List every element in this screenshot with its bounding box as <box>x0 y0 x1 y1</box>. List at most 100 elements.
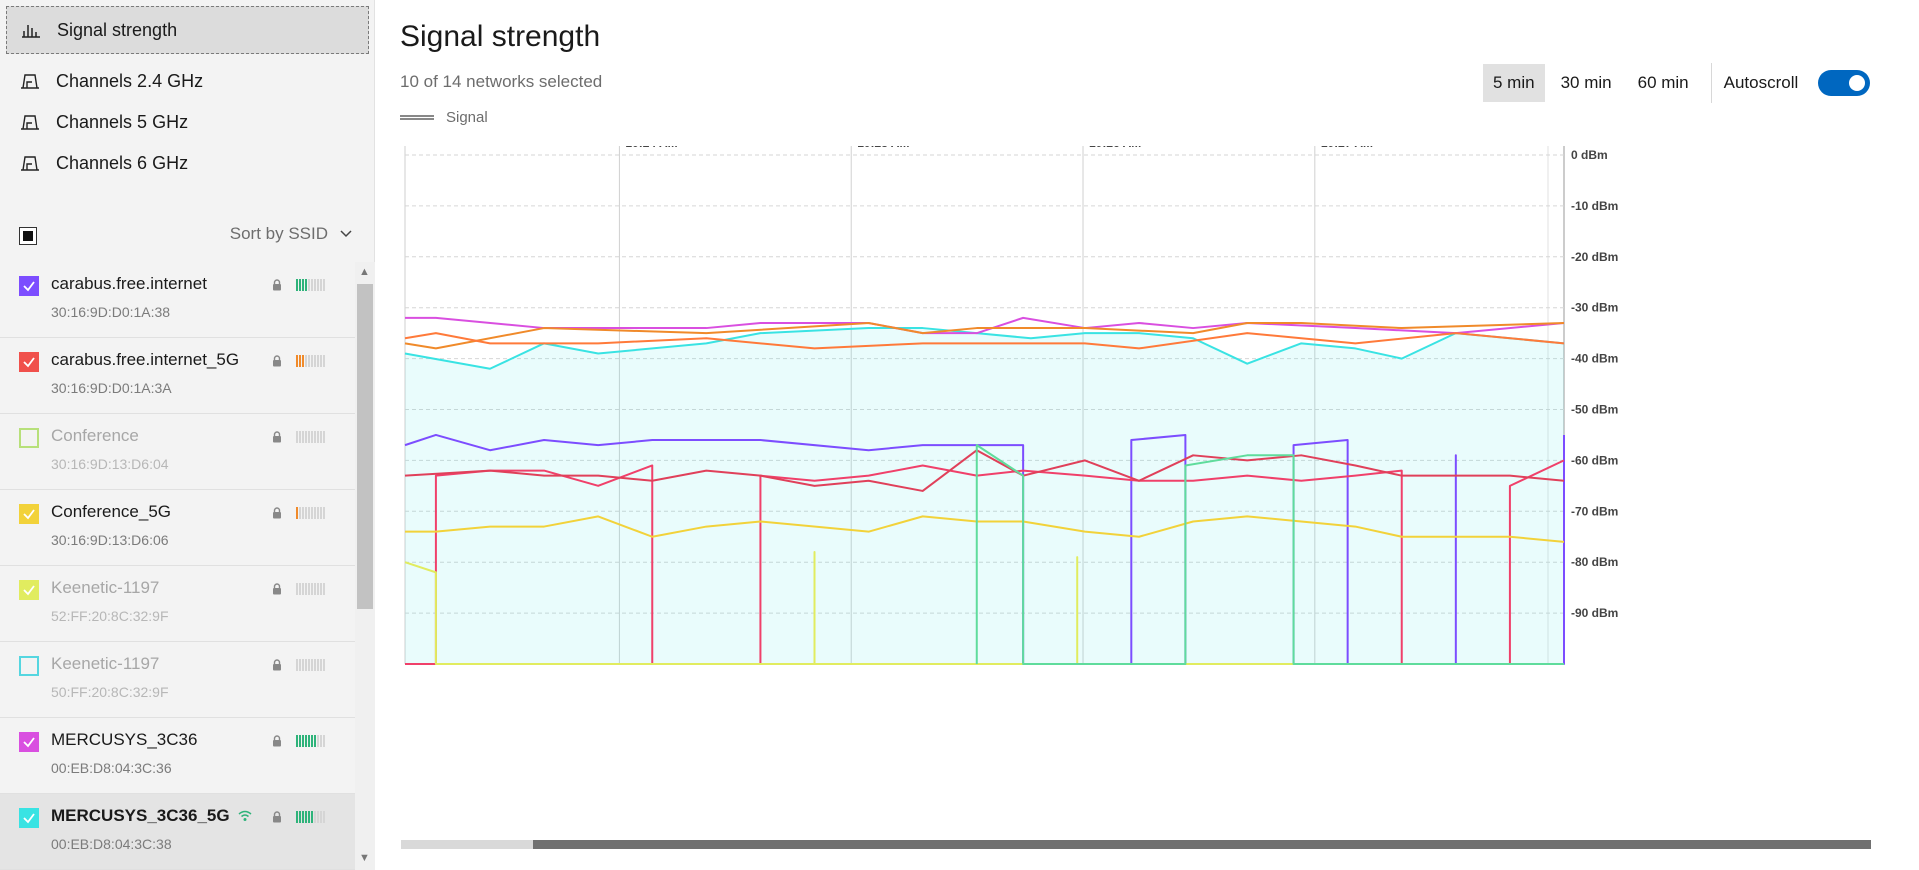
nav-channels-6[interactable]: Channels 6 GHz <box>6 139 369 187</box>
page-title: Signal strength <box>400 20 601 53</box>
x-tick-label: 10:24 AM <box>625 146 677 150</box>
x-tick-label: 10:25 AM <box>857 146 909 150</box>
network-ssid: Keenetic-1197 <box>51 654 159 674</box>
network-mac: 30:16:9D:D0:1A:3A <box>51 380 172 396</box>
autoscroll-label: Autoscroll <box>1723 73 1799 92</box>
nav-channels-5[interactable]: Channels 5 GHz <box>6 98 369 146</box>
x-tick-label: 10:27 AM <box>1321 146 1373 150</box>
list-item[interactable]: Conference_5G 30:16:9D:13:D6:06 <box>0 490 355 566</box>
signal-bars <box>296 431 325 443</box>
ssid-text: Conference_5G <box>51 502 172 521</box>
y-tick-label: -40 dBm <box>1571 352 1618 366</box>
channel-icon <box>20 113 42 131</box>
network-mac: 00:EB:D8:04:3C:36 <box>51 760 172 776</box>
list-item[interactable]: Keenetic-1197 52:FF:20:8C:32:9F <box>0 566 355 642</box>
ssid-text: Keenetic-1197 <box>51 578 160 597</box>
divider <box>1710 63 1712 103</box>
ssid-text: carabus.free.internet_5G <box>51 350 240 369</box>
lock-icon <box>272 354 282 372</box>
network-checkbox[interactable] <box>19 352 39 372</box>
list-item[interactable]: Keenetic-1197 50:FF:20:8C:32:9F <box>0 642 355 718</box>
signal-bars <box>296 735 325 747</box>
time-range-selector: 5 min 30 min 60 min Autoscroll <box>1483 63 1871 103</box>
range-60min-button[interactable]: 60 min <box>1637 73 1689 92</box>
network-mac: 30:16:9D:13:D6:04 <box>51 456 169 472</box>
network-mac: 00:EB:D8:04:3C:38 <box>51 836 172 852</box>
y-tick-label: -80 dBm <box>1571 555 1618 569</box>
network-ssid: MERCUSYS_3C36 <box>51 730 197 750</box>
network-checkbox[interactable] <box>19 276 39 296</box>
bar-chart-icon <box>21 21 43 39</box>
signal-bars <box>296 355 325 367</box>
network-checkbox[interactable] <box>19 504 39 524</box>
ssid-text: MERCUSYS_3C36_5G <box>51 806 230 825</box>
x-tick-label: 10:26 AM <box>1089 146 1141 150</box>
main-panel: Signal strength 10 of 14 networks select… <box>376 0 1919 870</box>
sort-dropdown[interactable]: Sort by SSID <box>230 224 352 244</box>
network-checkbox[interactable] <box>19 732 39 752</box>
sidebar: Signal strength Channels 2.4 GHz Channel… <box>0 0 375 870</box>
nav-label: Channels 2.4 GHz <box>56 70 204 91</box>
channel-icon <box>20 72 42 90</box>
nav-label: Channels 5 GHz <box>56 111 189 132</box>
y-tick-label: 0 dBm <box>1571 148 1608 162</box>
series-line <box>975 444 1564 665</box>
chevron-down-icon <box>340 230 352 238</box>
legend-label: Signal <box>446 109 488 126</box>
lock-icon <box>272 658 282 676</box>
nav-signal-strength[interactable]: Signal strength <box>6 6 369 54</box>
network-checkbox[interactable] <box>19 428 39 448</box>
signal-bars <box>296 811 325 823</box>
series-line <box>404 327 1565 370</box>
lock-icon <box>272 278 282 296</box>
series-line <box>404 551 1564 665</box>
range-5min-button[interactable]: 5 min <box>1483 64 1545 102</box>
autoscroll-toggle[interactable] <box>1818 70 1871 96</box>
lock-icon <box>272 810 282 828</box>
scroll-down-icon[interactable]: ▼ <box>359 852 370 864</box>
lock-icon <box>272 430 282 448</box>
y-tick-label: -10 dBm <box>1571 199 1618 213</box>
series-line <box>404 332 1565 350</box>
y-tick-label: -20 dBm <box>1571 250 1618 264</box>
signal-bars <box>296 583 325 595</box>
lock-icon <box>272 506 282 524</box>
chart-scrollbar[interactable] <box>401 840 1871 849</box>
network-ssid: Conference <box>51 426 139 446</box>
network-mac: 30:16:9D:13:D6:06 <box>51 532 169 548</box>
signal-bars <box>296 659 325 671</box>
list-item[interactable]: Conference 30:16:9D:13:D6:04 <box>0 414 355 490</box>
list-item[interactable]: MERCUSYS_3C36_5G 00:EB:D8:04:3C:38 <box>0 794 355 870</box>
scroll-up-icon[interactable]: ▲ <box>359 266 370 278</box>
ssid-text: Keenetic-1197 <box>51 654 160 673</box>
series-line <box>405 316 1565 335</box>
range-30min-button[interactable]: 30 min <box>1560 73 1612 92</box>
network-mac: 50:FF:20:8C:32:9F <box>51 684 169 700</box>
network-ssid: carabus.free.internet <box>51 274 207 294</box>
y-tick-label: -50 dBm <box>1571 403 1618 417</box>
select-all-checkbox[interactable] <box>19 227 37 245</box>
list-item[interactable]: carabus.free.internet 30:16:9D:D0:1A:38 <box>0 262 355 338</box>
signal-chart: September 22Signal level0 dBm-10 dBm-20 … <box>404 146 1618 665</box>
list-item[interactable]: carabus.free.internet_5G 30:16:9D:D0:1A:3… <box>0 338 355 414</box>
nav-channels-2-4[interactable]: Channels 2.4 GHz <box>6 57 369 105</box>
list-item[interactable]: MERCUSYS_3C36 00:EB:D8:04:3C:36 <box>0 718 355 794</box>
nav-label: Channels 6 GHz <box>56 152 189 173</box>
network-checkbox[interactable] <box>19 580 39 600</box>
network-checkbox[interactable] <box>19 656 39 676</box>
series-line <box>404 321 1565 350</box>
wifi-connected-icon <box>238 807 252 827</box>
list-scrollbar-thumb[interactable] <box>357 284 373 609</box>
network-ssid: MERCUSYS_3C36_5G <box>51 806 252 827</box>
ssid-text: Conference <box>51 426 139 445</box>
y-tick-label: -70 dBm <box>1571 504 1618 518</box>
network-checkbox[interactable] <box>19 808 39 828</box>
network-ssid: Keenetic-1197 <box>51 578 159 598</box>
chart-legend: Signal <box>400 109 488 126</box>
chart-scrollbar-thumb[interactable] <box>533 840 1871 849</box>
ssid-text: MERCUSYS_3C36 <box>51 730 198 749</box>
network-ssid: Conference_5G <box>51 502 171 522</box>
list-scrollbar[interactable]: ▲ ▼ <box>355 262 375 870</box>
channel-icon <box>20 154 42 172</box>
